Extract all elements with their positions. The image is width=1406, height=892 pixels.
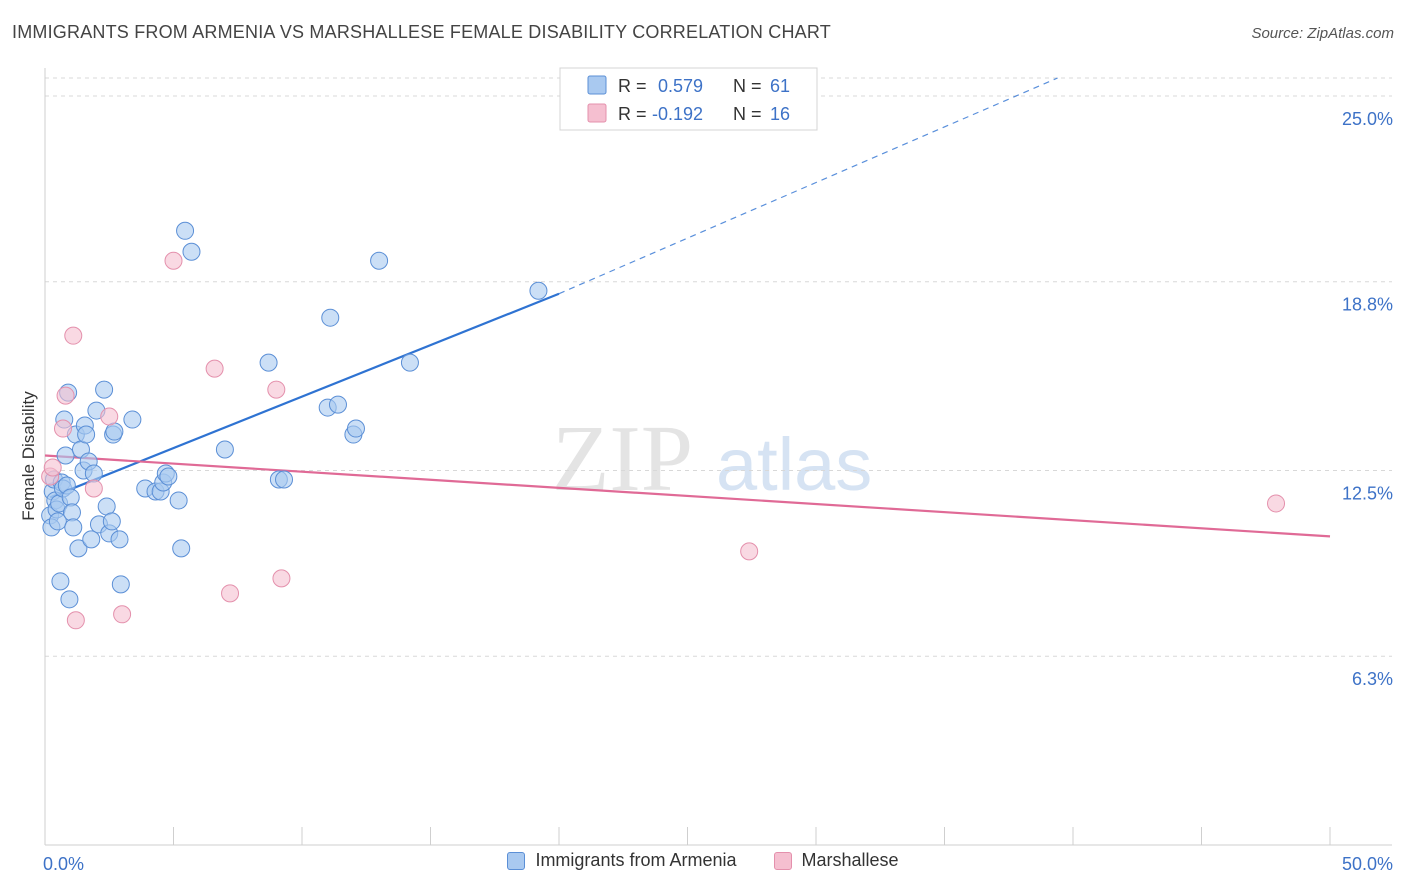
trend-extension-armenia [558, 77, 1058, 295]
point-armenia [95, 380, 114, 399]
legend-r-label: R = [618, 76, 647, 96]
point-armenia [60, 590, 79, 609]
point-armenia [215, 440, 234, 459]
point-armenia [105, 422, 124, 441]
point-armenia [176, 221, 195, 240]
point-armenia [259, 353, 278, 372]
legend-swatch-blue [587, 75, 607, 95]
point-armenia [400, 353, 419, 372]
y-tick-label: 12.5% [1342, 483, 1393, 503]
legend-label-marshallese: Marshallese [801, 850, 899, 870]
point-armenia [64, 518, 83, 537]
point-armenia [370, 251, 389, 270]
x-tick-label: 0.0% [43, 854, 84, 874]
stats-legend: R = 0.579 N = 61 R = -0.192 N = 16 [559, 67, 818, 131]
point-marshallese [56, 386, 75, 405]
legend-n-label: N = [733, 76, 762, 96]
point-armenia [102, 512, 121, 531]
y-tick-label: 25.0% [1342, 109, 1393, 129]
point-armenia [97, 497, 116, 516]
point-marshallese [164, 251, 183, 270]
y-tick-label: 18.8% [1342, 295, 1393, 315]
point-marshallese [113, 605, 132, 624]
trend-line-armenia [49, 292, 560, 499]
chart-title: IMMIGRANTS FROM ARMENIA VS MARSHALLESE F… [12, 22, 831, 42]
point-armenia [529, 281, 548, 300]
point-armenia [110, 530, 129, 549]
tick-labels: 6.3% 12.5% 18.8% 25.0% 0.0% 50.0% [43, 109, 1393, 874]
watermark-zip: ZIP [552, 407, 693, 511]
point-marshallese [100, 407, 119, 426]
point-armenia [56, 446, 75, 465]
point-armenia [172, 539, 191, 558]
point-armenia [169, 491, 188, 510]
point-armenia [69, 539, 88, 558]
watermark-atlas: atlas [716, 423, 872, 506]
point-armenia [275, 470, 294, 489]
x-tick-label: 50.0% [1342, 854, 1393, 874]
point-armenia [123, 410, 142, 429]
y-tick-label: 6.3% [1352, 669, 1393, 689]
legend-swatch-pink [773, 851, 792, 870]
point-armenia [61, 488, 80, 507]
point-marshallese [740, 542, 759, 561]
point-armenia [159, 467, 178, 486]
point-marshallese [43, 458, 62, 477]
point-marshallese [205, 359, 224, 378]
point-marshallese [64, 326, 83, 345]
point-armenia [321, 308, 340, 327]
legend-n-value: 16 [770, 104, 790, 124]
legend-swatch-pink [587, 103, 607, 123]
point-armenia [48, 512, 67, 531]
legend-r-label: R = [618, 104, 647, 124]
y-axis-label: Female Disability [19, 391, 38, 521]
point-armenia [84, 464, 103, 483]
trend-line-marshallese [44, 454, 1331, 538]
point-marshallese [267, 380, 286, 399]
point-marshallese [1267, 494, 1286, 513]
point-armenia [182, 242, 201, 261]
legend-n-value: 61 [770, 76, 790, 96]
legend-swatch-blue [507, 851, 526, 870]
point-armenia [51, 572, 70, 591]
legend-r-value: 0.579 [658, 76, 703, 96]
legend-label-armenia: Immigrants from Armenia [535, 850, 737, 870]
legend-r-value: -0.192 [652, 104, 703, 124]
point-marshallese [272, 569, 291, 588]
point-armenia [77, 425, 96, 444]
source-label: Source: ZipAtlas.com [1251, 25, 1394, 42]
data-points [41, 221, 1286, 630]
point-marshallese [84, 479, 103, 498]
point-armenia [62, 503, 81, 522]
series-legend: Immigrants from Armenia Marshallese [0, 850, 1406, 875]
point-armenia [346, 419, 365, 438]
legend-item-armenia: Immigrants from Armenia [507, 850, 737, 871]
grid-lines [45, 77, 1392, 657]
point-armenia [111, 575, 130, 594]
point-marshallese [221, 584, 240, 603]
point-marshallese [66, 611, 85, 630]
point-armenia [82, 530, 101, 549]
legend-item-marshallese: Marshallese [773, 850, 899, 871]
legend-n-label: N = [733, 104, 762, 124]
trend-lines [44, 77, 1331, 538]
point-armenia [328, 395, 347, 414]
point-marshallese [53, 419, 72, 438]
